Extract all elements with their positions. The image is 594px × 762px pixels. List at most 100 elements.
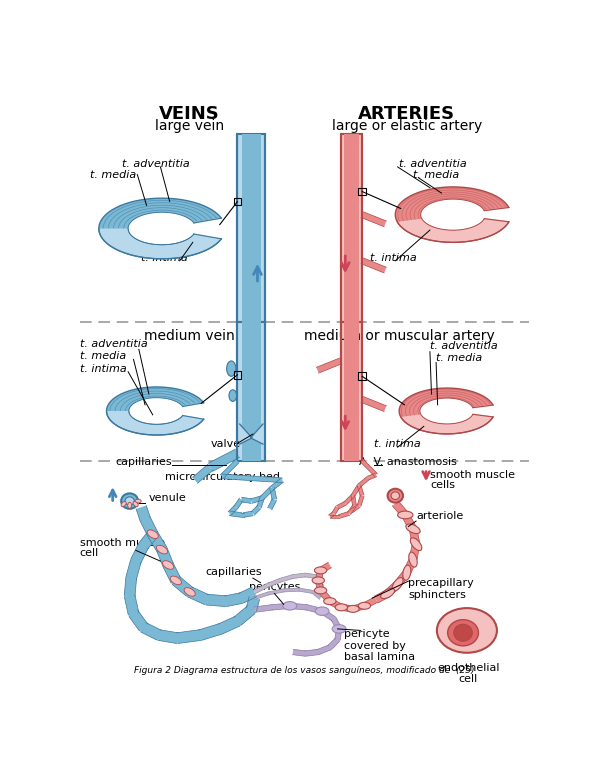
Polygon shape [241, 498, 252, 504]
Polygon shape [337, 501, 346, 509]
Polygon shape [225, 593, 242, 607]
Text: valve: valve [211, 439, 241, 449]
Text: cell: cell [80, 548, 99, 558]
Polygon shape [328, 638, 339, 649]
Text: medium or muscular artery: medium or muscular artery [304, 328, 495, 343]
Polygon shape [361, 258, 387, 273]
Bar [344, 134, 359, 322]
Text: t. media: t. media [436, 353, 482, 363]
Text: t. intima: t. intima [370, 253, 416, 263]
Polygon shape [194, 234, 222, 239]
Polygon shape [172, 576, 193, 596]
Bar [358, 373, 366, 380]
Polygon shape [328, 598, 343, 610]
Ellipse shape [147, 529, 158, 539]
Polygon shape [344, 495, 354, 504]
Polygon shape [266, 578, 280, 588]
Ellipse shape [304, 604, 309, 610]
Polygon shape [157, 548, 173, 567]
Text: t. intima: t. intima [141, 253, 188, 263]
Polygon shape [403, 558, 416, 575]
Polygon shape [357, 495, 364, 506]
Ellipse shape [397, 511, 413, 519]
Polygon shape [409, 543, 420, 560]
Bar [358, 187, 366, 195]
Ellipse shape [128, 502, 131, 508]
Text: medium vein: medium vein [144, 328, 235, 343]
Polygon shape [129, 610, 148, 630]
Polygon shape [218, 616, 239, 634]
Text: t. media: t. media [90, 170, 136, 180]
Polygon shape [351, 485, 361, 497]
Text: t. media: t. media [80, 351, 126, 361]
Polygon shape [106, 387, 204, 435]
Ellipse shape [402, 511, 409, 519]
Ellipse shape [324, 597, 336, 604]
Ellipse shape [304, 573, 307, 577]
Polygon shape [182, 415, 204, 419]
Polygon shape [106, 411, 204, 435]
Text: smooth muscle: smooth muscle [80, 538, 165, 548]
Ellipse shape [403, 569, 410, 577]
Bar [340, 322, 362, 461]
Polygon shape [357, 485, 364, 496]
Ellipse shape [394, 581, 402, 588]
Ellipse shape [315, 649, 321, 655]
Ellipse shape [318, 582, 323, 586]
Ellipse shape [339, 604, 345, 610]
Ellipse shape [361, 603, 368, 609]
Polygon shape [148, 531, 166, 552]
Polygon shape [126, 560, 141, 579]
Ellipse shape [314, 575, 318, 578]
Ellipse shape [336, 626, 342, 632]
Polygon shape [350, 504, 360, 513]
Ellipse shape [403, 565, 411, 581]
Polygon shape [136, 505, 150, 520]
Ellipse shape [170, 576, 181, 584]
Ellipse shape [320, 609, 325, 614]
Polygon shape [368, 473, 377, 480]
Polygon shape [351, 495, 356, 506]
Text: Figura 2 Diagrama estructura de los vasos sanguíneos, modificado de  (25): Figura 2 Diagrama estructura de los vaso… [134, 666, 475, 675]
Text: t. media: t. media [413, 170, 459, 180]
Polygon shape [484, 219, 509, 222]
Polygon shape [268, 498, 276, 510]
Ellipse shape [121, 493, 138, 509]
Polygon shape [394, 570, 410, 587]
Bar [242, 134, 261, 322]
Ellipse shape [392, 578, 403, 591]
Ellipse shape [314, 587, 327, 594]
Polygon shape [318, 584, 323, 592]
Polygon shape [292, 649, 305, 656]
Ellipse shape [332, 625, 346, 633]
Ellipse shape [331, 616, 336, 622]
Ellipse shape [335, 637, 340, 642]
Text: t. adventitia: t. adventitia [80, 339, 147, 349]
Ellipse shape [232, 616, 243, 626]
Ellipse shape [384, 590, 391, 597]
Ellipse shape [391, 491, 400, 500]
Polygon shape [229, 511, 242, 517]
Text: venule: venule [149, 493, 187, 503]
Polygon shape [305, 649, 318, 656]
Ellipse shape [282, 589, 285, 592]
Ellipse shape [140, 514, 150, 524]
Ellipse shape [163, 561, 173, 569]
Polygon shape [254, 592, 268, 600]
Bar [233, 371, 241, 379]
Polygon shape [318, 588, 332, 604]
Ellipse shape [229, 390, 236, 402]
Ellipse shape [227, 361, 236, 376]
Polygon shape [321, 609, 335, 621]
Text: large or elastic artery: large or elastic artery [331, 119, 482, 133]
Polygon shape [293, 573, 305, 578]
Polygon shape [319, 562, 331, 573]
Ellipse shape [184, 588, 195, 596]
Ellipse shape [318, 588, 324, 594]
Polygon shape [271, 479, 283, 490]
Polygon shape [305, 573, 316, 578]
Ellipse shape [406, 524, 420, 533]
Text: capillaries: capillaries [206, 567, 262, 577]
Polygon shape [401, 415, 493, 434]
Polygon shape [331, 618, 342, 630]
